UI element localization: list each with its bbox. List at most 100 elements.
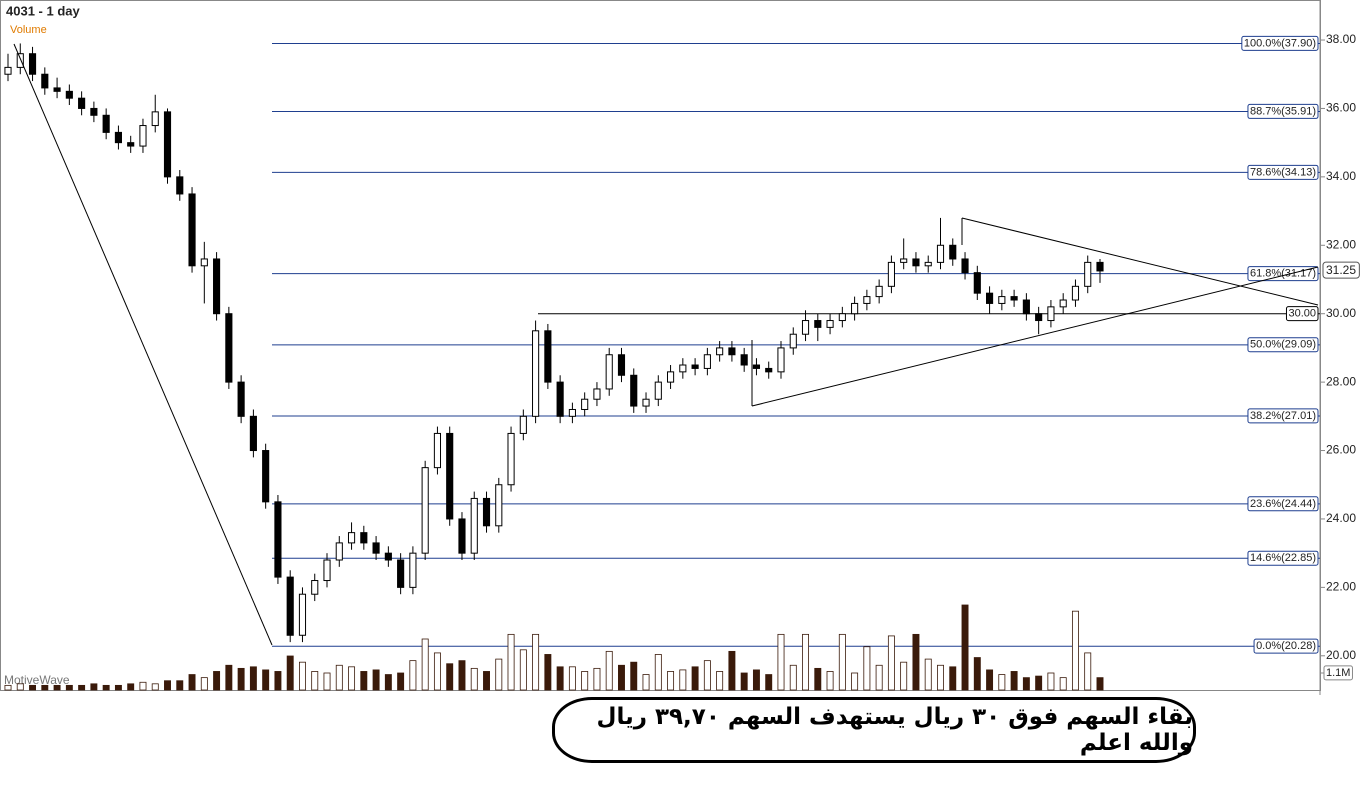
candle-body bbox=[949, 244, 957, 260]
volume-bar bbox=[1059, 677, 1067, 691]
candle-body bbox=[581, 398, 589, 410]
volume-bar bbox=[78, 684, 86, 691]
volume-bar bbox=[65, 684, 73, 691]
fib-label: 23.6%(24.44) bbox=[1250, 498, 1316, 510]
fib-label: 14.6%(22.85) bbox=[1250, 552, 1316, 564]
y-tick-label: 28.00 bbox=[1326, 374, 1356, 388]
fib-label-box bbox=[1247, 103, 1319, 119]
volume-bar bbox=[802, 633, 809, 691]
volume-bar bbox=[630, 661, 638, 691]
candle-body bbox=[4, 66, 12, 75]
support-label: 30.00 bbox=[1288, 308, 1316, 320]
volume-bar bbox=[90, 683, 98, 691]
candle-body bbox=[237, 381, 245, 417]
volume-bar bbox=[360, 671, 368, 691]
y-tick-label: 22.00 bbox=[1326, 580, 1356, 594]
volume-bar bbox=[139, 681, 147, 691]
candle-body bbox=[311, 580, 319, 595]
candle-body bbox=[102, 114, 110, 133]
candle-body bbox=[482, 497, 491, 527]
fib-label-box bbox=[1253, 638, 1319, 654]
candle-body bbox=[495, 484, 503, 527]
volume-bar bbox=[1047, 672, 1055, 691]
candle-body bbox=[446, 432, 454, 520]
candle-body bbox=[127, 142, 135, 147]
y-tick-label: 26.00 bbox=[1326, 443, 1356, 457]
fib-label-box bbox=[1247, 408, 1319, 424]
candle-body bbox=[507, 432, 515, 486]
volume-bar bbox=[372, 669, 380, 691]
candle-body bbox=[225, 313, 233, 383]
volume-bar bbox=[41, 684, 49, 691]
volume-bar bbox=[851, 672, 859, 691]
volume-bar bbox=[409, 660, 417, 691]
candle-body bbox=[1096, 261, 1104, 272]
volume-bar bbox=[470, 667, 478, 691]
volume-bar bbox=[752, 669, 760, 691]
candle-body bbox=[863, 296, 871, 304]
volume-bar bbox=[973, 657, 981, 691]
volume-bar bbox=[581, 671, 589, 691]
volume-bar bbox=[1071, 610, 1079, 691]
fib-label-box bbox=[1247, 266, 1319, 282]
volume-bar bbox=[556, 666, 564, 691]
candle-body bbox=[617, 354, 626, 376]
candle-body bbox=[176, 176, 184, 195]
candle-body bbox=[998, 296, 1006, 304]
volume-bar bbox=[348, 666, 356, 691]
volume-bar bbox=[151, 683, 159, 691]
volume-bar bbox=[237, 667, 245, 691]
volume-bar bbox=[716, 671, 724, 691]
candle-body bbox=[262, 450, 270, 503]
candle-body bbox=[41, 73, 49, 89]
y-tick-label: 36.00 bbox=[1326, 101, 1356, 115]
candle-body bbox=[114, 131, 122, 144]
candle-body bbox=[814, 320, 822, 328]
candle-body bbox=[151, 111, 159, 127]
candle-body bbox=[213, 258, 221, 315]
volume-bar bbox=[433, 652, 441, 691]
volume-bar bbox=[1010, 671, 1018, 691]
candle-body bbox=[887, 261, 895, 287]
candle-body bbox=[752, 364, 761, 369]
volume-bar bbox=[593, 667, 601, 691]
candle-body bbox=[335, 542, 343, 561]
candle-body bbox=[716, 347, 724, 356]
volume-bar bbox=[495, 658, 503, 691]
volume-bar bbox=[568, 666, 576, 691]
volume-bar bbox=[777, 633, 785, 691]
candle-body bbox=[458, 518, 466, 554]
y-tick-label: 38.00 bbox=[1326, 32, 1356, 46]
volume-bar bbox=[838, 633, 846, 691]
comment-box: بقاء السهم فوق ٣٠ ريال يستهدف السهم ٣٩,٧… bbox=[552, 697, 1196, 763]
candle-body bbox=[384, 552, 392, 561]
candle-body bbox=[421, 467, 429, 554]
volume-bar bbox=[446, 663, 454, 691]
candle-body bbox=[139, 125, 147, 147]
candle-body bbox=[740, 354, 748, 366]
volume-bar bbox=[826, 671, 834, 691]
candle-body bbox=[654, 381, 662, 400]
volume-tick-box bbox=[1323, 665, 1353, 681]
candle-body bbox=[924, 261, 932, 267]
candle-body bbox=[90, 107, 98, 116]
volume-bar bbox=[544, 654, 552, 691]
candle-body bbox=[556, 381, 564, 417]
volume-bar bbox=[900, 661, 908, 691]
candle-body bbox=[274, 501, 282, 578]
fib-label-box bbox=[1247, 496, 1319, 512]
volume-bar bbox=[789, 664, 797, 691]
volume-bar bbox=[262, 669, 270, 691]
candle-body bbox=[188, 193, 196, 267]
y-tick-label: 34.00 bbox=[1326, 169, 1356, 183]
candle-body bbox=[1047, 306, 1055, 322]
y-tick-label: 20.00 bbox=[1326, 648, 1356, 662]
volume-bar bbox=[384, 674, 392, 691]
candle-body bbox=[1084, 261, 1092, 287]
last-price-box bbox=[1322, 261, 1360, 279]
candle-body bbox=[973, 272, 981, 294]
volume-bar bbox=[519, 649, 527, 691]
chart: 4031 - 1 day Volume MotiveWave 20.0022.0… bbox=[0, 0, 1360, 695]
trend-line bbox=[961, 217, 1319, 306]
